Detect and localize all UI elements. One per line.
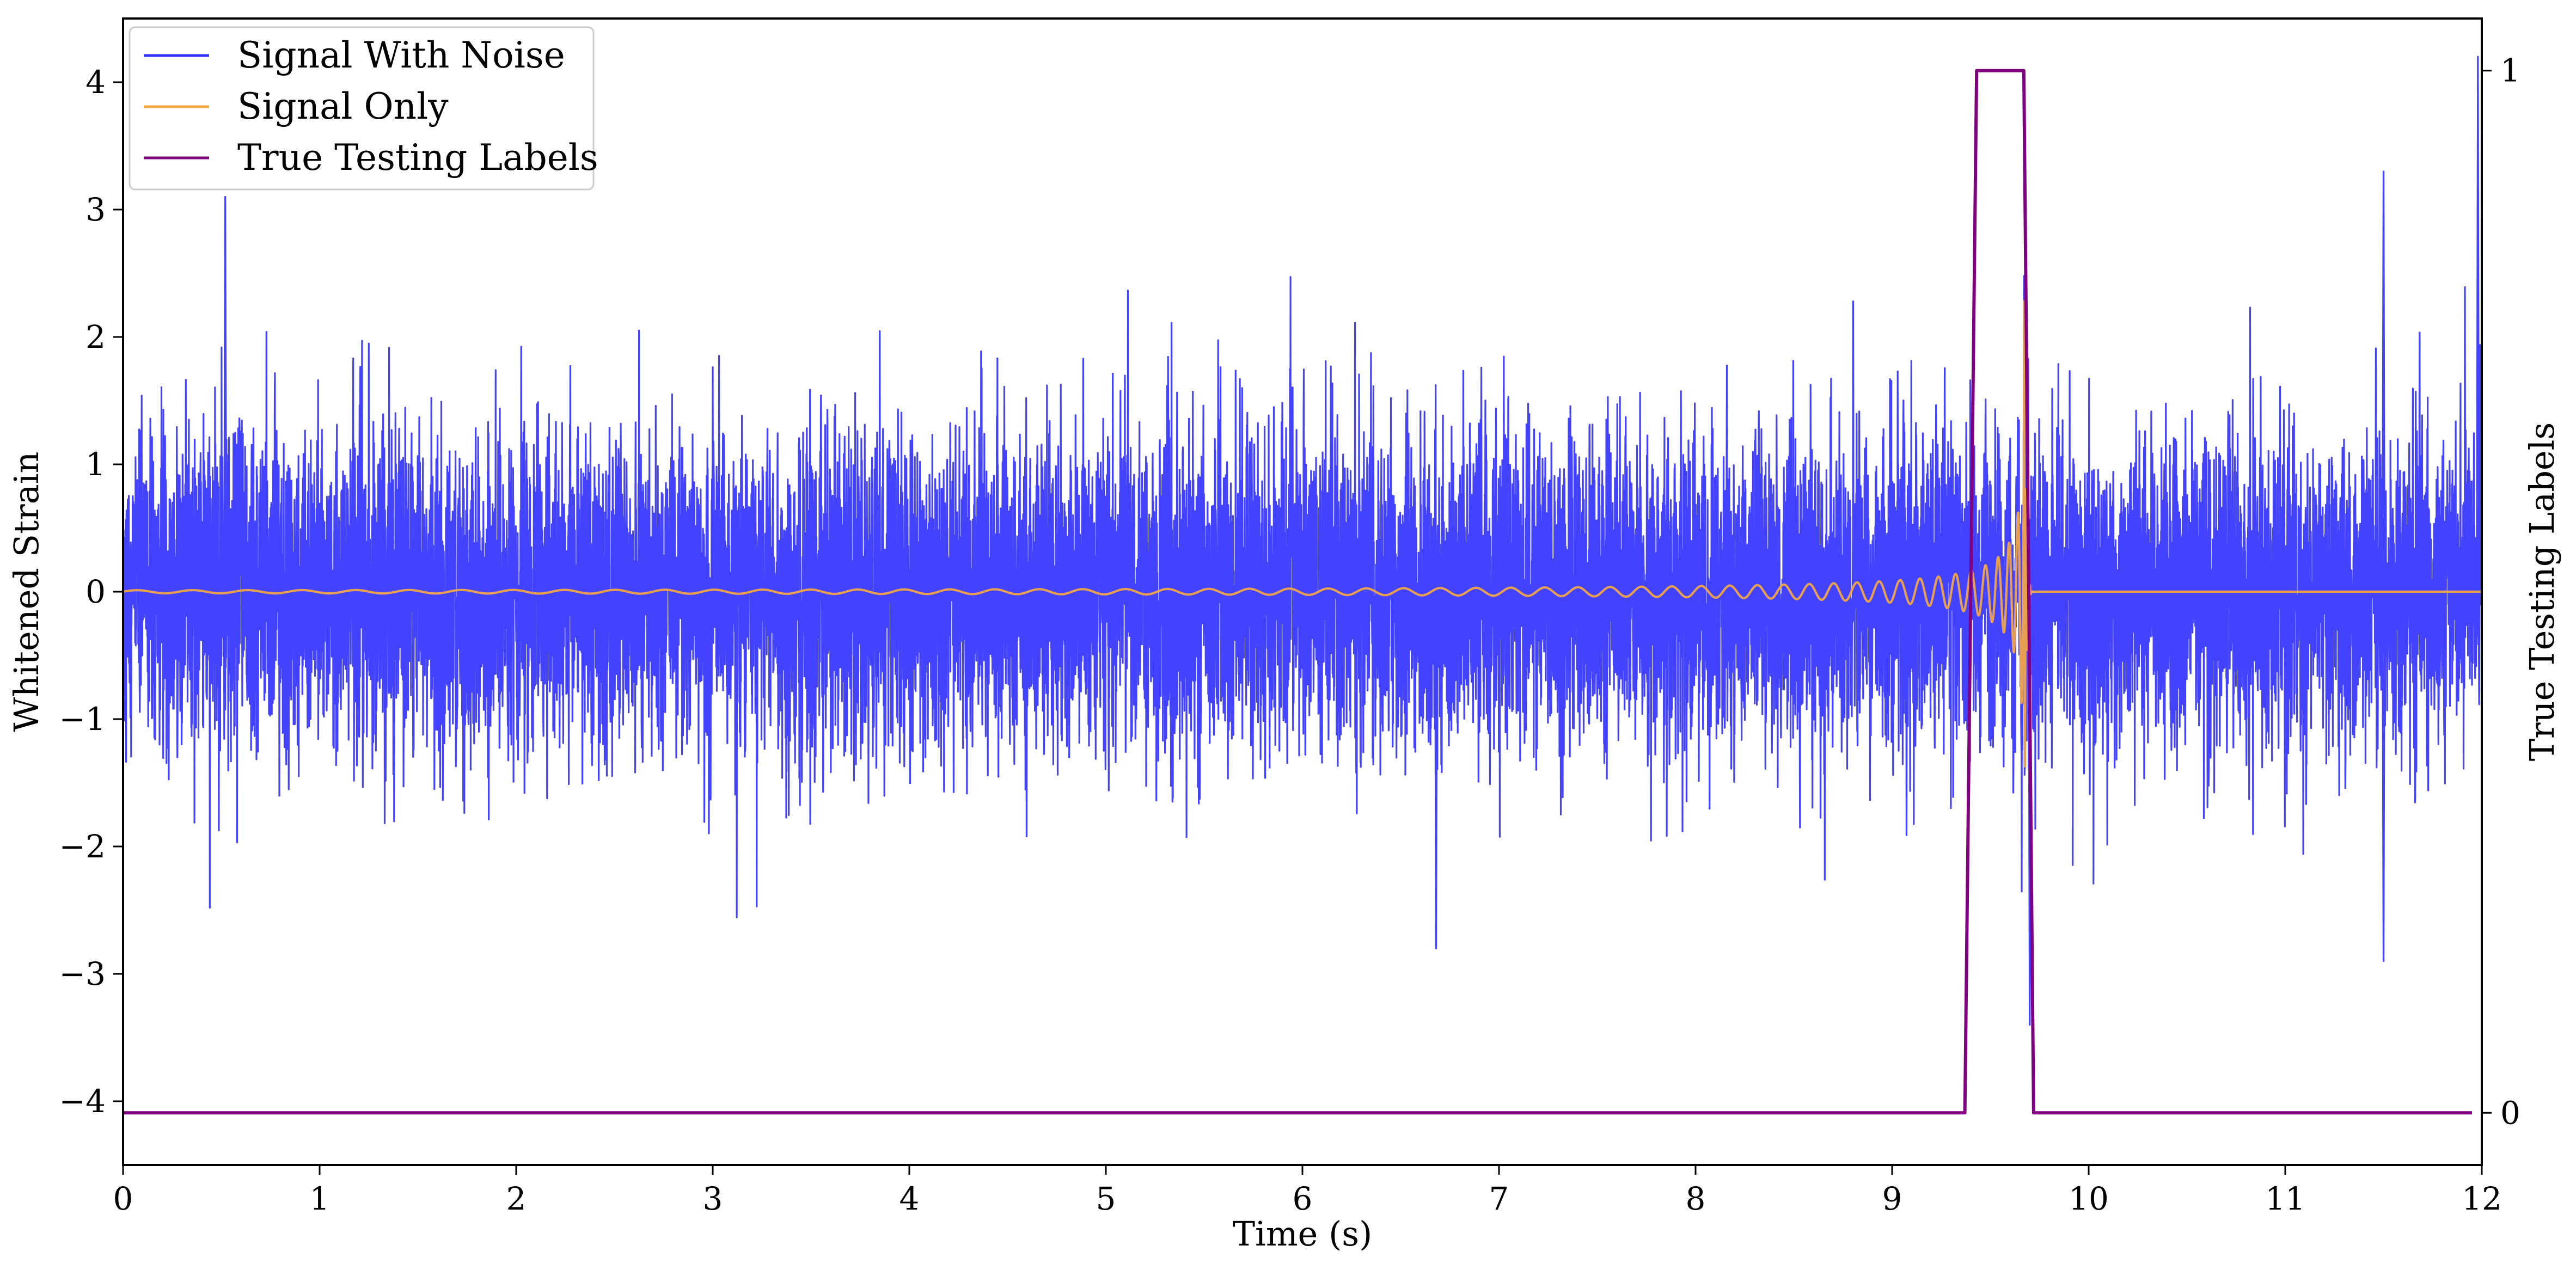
legend-entry-label: Signal With Noise [237,34,565,76]
x-tick-label: 5 [1096,1180,1116,1217]
x-tick-label: 4 [900,1180,920,1217]
x-tick-label: 10 [2069,1180,2109,1217]
x-tick-label: 2 [506,1180,527,1217]
x-tick-label: 11 [2265,1180,2305,1217]
legend-box [129,26,595,191]
y-axis-label: Whitened Strain [7,452,46,732]
x-tick-label: 12 [2462,1180,2502,1217]
x-tick-label: 9 [1882,1180,1902,1217]
y-tick-label: 3 [85,191,106,228]
x-tick-label: 3 [703,1180,723,1217]
y-tick-label: 2 [85,318,106,355]
y2-tick-label: 1 [2500,52,2520,89]
y2-axis-label: True Testing Labels [2522,422,2562,762]
legend: Signal With Noise Signal Only True Testing… [129,26,598,191]
y-tick-label: 0 [85,573,106,610]
y-tick-label: 1 [85,446,106,483]
y-tick-label: −2 [59,828,106,865]
y2-tick-label: 0 [2500,1094,2520,1131]
y2-axis-ticks: 01 [2482,52,2520,1131]
legend-entry-label: True Testing Labels [237,137,598,179]
series-line-signal-only [123,300,2482,768]
y-tick-label: −3 [59,955,106,992]
series-line-signal-with-noise [123,56,2482,1026]
x-axis-label: Time (s) [1233,1214,1373,1254]
x-tick-label: 8 [1686,1180,1706,1217]
series-line-true-testing-labels [123,69,2472,1115]
y-axis-ticks: −4 −3 −2 −1 0 1 2 3 4 [59,64,123,1120]
legend-entry-label: Signal Only [237,85,449,127]
y-tick-label: 4 [85,64,106,101]
x-tick-label: 0 [113,1180,133,1217]
x-tick-label: 6 [1293,1180,1313,1217]
y-tick-label: −1 [59,701,106,738]
x-axis-ticks: 0 1 2 3 4 5 6 7 8 9 10 11 12 [113,1165,2502,1217]
x-tick-label: 1 [310,1180,330,1217]
x-tick-label: 7 [1489,1180,1509,1217]
y-tick-label: −4 [59,1083,106,1120]
series-layer [123,56,2482,1115]
